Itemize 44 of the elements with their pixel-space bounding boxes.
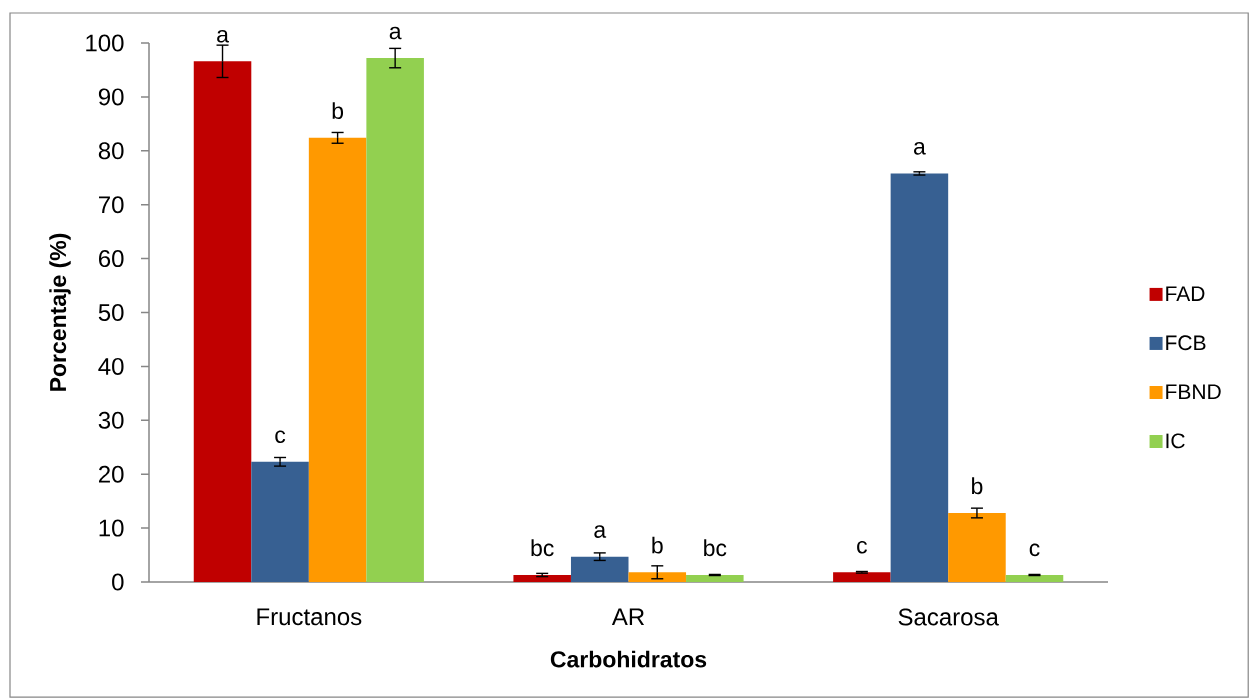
legend-label: FCB	[1166, 335, 1206, 351]
bar	[308, 137, 367, 582]
data-label: b	[972, 477, 983, 495]
x-tick-label: Sacarosa	[898, 608, 999, 626]
x-tick-label: AR	[611, 608, 645, 626]
data-label: c	[275, 430, 286, 444]
bar	[833, 572, 891, 582]
data-label: a	[389, 26, 402, 40]
y-tick-label: 0	[112, 573, 124, 591]
bar	[570, 556, 629, 582]
data-label: b	[652, 536, 663, 554]
legend-label: FAD	[1166, 286, 1205, 301]
x-axis-title: Carbohidratos	[550, 650, 707, 668]
bar	[251, 461, 309, 582]
bar	[1005, 574, 1064, 582]
data-label: a	[594, 525, 607, 538]
bar	[513, 574, 571, 582]
y-tick-label: 100	[86, 34, 124, 52]
y-tick-label: 30	[98, 411, 124, 429]
y-axis-title: Porcentaje (%)	[49, 233, 71, 391]
bar	[193, 61, 252, 582]
data-label: b	[332, 102, 344, 120]
bar	[628, 572, 687, 582]
bar	[890, 173, 949, 582]
data-label: c	[1029, 543, 1040, 557]
data-label: a	[913, 142, 926, 155]
y-tick-label: 80	[98, 142, 124, 160]
data-label: a	[217, 29, 229, 43]
x-tick-label: Fructanos	[257, 608, 362, 626]
bar	[686, 574, 744, 582]
y-tick-label: 70	[99, 196, 124, 214]
y-tick-label: 10	[99, 519, 124, 537]
data-label: bc	[531, 539, 554, 557]
data-label: bc	[704, 539, 727, 557]
data-label: c	[857, 540, 868, 554]
bar	[366, 58, 424, 582]
bar	[948, 513, 1006, 582]
y-tick-label: 60	[99, 250, 124, 268]
y-tick-label: 40	[98, 357, 124, 375]
legend-label: IC	[1166, 433, 1185, 449]
legend-label: FBND	[1166, 384, 1221, 399]
y-tick-label: 90	[98, 88, 124, 106]
y-tick-label: 20	[98, 465, 124, 483]
y-tick-label: 50	[98, 303, 124, 321]
